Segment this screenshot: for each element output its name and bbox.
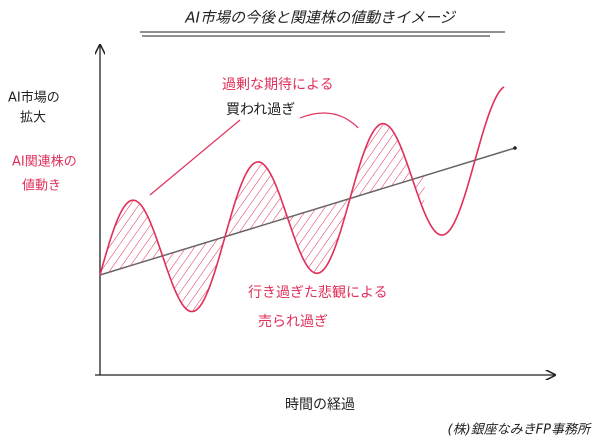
trend-end [513, 146, 517, 150]
y-axis-label: AI市場の [8, 91, 60, 106]
oversold-note: 行き過ぎた悲観による [248, 285, 388, 301]
x-axis-label: 時間の経過 [285, 397, 355, 413]
title: AI市場の今後と関連株の値動きイメージ [184, 9, 456, 27]
pointer [149, 119, 241, 196]
y-axis-label: 拡大 [20, 111, 46, 126]
stock-label: 値動き [22, 178, 61, 194]
deviation-hatch [100, 123, 425, 312]
overbought-note: 買われ過ぎ [226, 102, 295, 118]
oversold-note: 売られ過ぎ [258, 314, 328, 330]
stock-label: AI関連株の [12, 155, 77, 170]
pointer [299, 112, 359, 129]
overbought-note: 過剰な期待による [222, 77, 334, 93]
credit: (株)銀座なみきFP事務所 [448, 423, 592, 438]
stock-wave [99, 86, 505, 313]
